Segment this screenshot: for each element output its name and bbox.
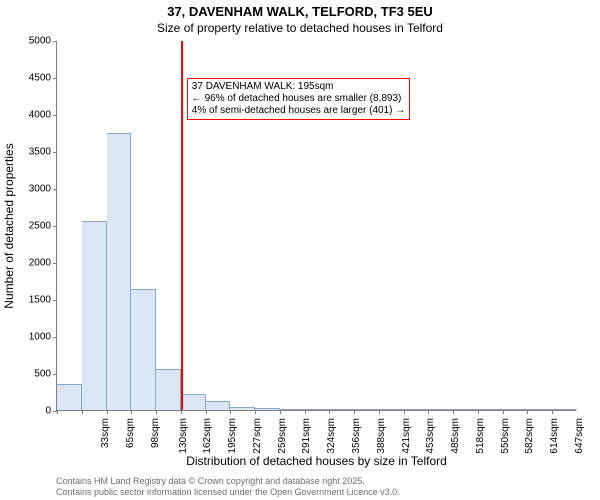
y-tick (53, 374, 57, 375)
x-tick-label: 453sqm (425, 418, 436, 454)
x-tick-label: 98sqm (150, 418, 161, 448)
y-tick-label: 0 (17, 406, 51, 417)
x-tick (478, 410, 479, 414)
x-tick-label: 518sqm (475, 418, 486, 454)
x-tick-label: 195sqm (227, 418, 238, 454)
y-tick (53, 41, 57, 42)
histogram-bar (156, 369, 181, 410)
y-tick-label: 1500 (17, 295, 51, 306)
footer-line-1: Contains HM Land Registry data © Crown c… (56, 476, 400, 487)
histogram-bar (181, 394, 206, 410)
y-tick-label: 3000 (17, 184, 51, 195)
histogram-bar (57, 384, 82, 410)
x-axis-label: Distribution of detached houses by size … (186, 454, 447, 468)
annotation-line: 4% of semi-detached houses are larger (4… (192, 105, 405, 117)
histogram-bar (428, 409, 453, 410)
histogram-bar (354, 409, 379, 410)
histogram-bar (280, 409, 305, 410)
y-tick (53, 263, 57, 264)
y-tick (53, 226, 57, 227)
histogram-bar (107, 133, 132, 411)
x-tick (206, 410, 207, 414)
x-tick (280, 410, 281, 414)
marker-line (181, 41, 183, 410)
x-tick-label: 647sqm (574, 418, 585, 454)
x-tick-label: 550sqm (499, 418, 510, 454)
x-tick-label: 421sqm (400, 418, 411, 454)
x-tick-label: 259sqm (276, 418, 287, 454)
x-tick (107, 410, 108, 414)
y-tick-label: 1000 (17, 332, 51, 343)
x-tick (57, 410, 58, 414)
x-tick-label: 227sqm (252, 418, 263, 454)
y-tick (53, 78, 57, 79)
footer-line-2: Contains public sector information licen… (56, 487, 400, 498)
histogram-bar (478, 409, 503, 410)
histogram-bar (552, 409, 577, 410)
x-tick-label: 582sqm (524, 418, 535, 454)
x-tick (453, 410, 454, 414)
histogram-bar (453, 409, 478, 410)
x-tick-label: 291sqm (301, 418, 312, 454)
x-tick-label: 324sqm (326, 418, 337, 454)
x-tick-label: 162sqm (202, 418, 213, 454)
x-tick (404, 410, 405, 414)
y-tick (53, 115, 57, 116)
chart-subtitle: Size of property relative to detached ho… (0, 21, 600, 35)
title-block: 37, DAVENHAM WALK, TELFORD, TF3 5EU Size… (0, 0, 600, 35)
x-tick (503, 410, 504, 414)
y-tick-label: 2000 (17, 258, 51, 269)
chart-plot-area: Number of detached properties Distributi… (56, 41, 576, 411)
x-tick (156, 410, 157, 414)
x-tick (82, 410, 83, 414)
histogram-bar (206, 401, 231, 410)
histogram-bar (131, 289, 156, 410)
x-tick-label: 33sqm (100, 418, 111, 448)
histogram-bar (255, 408, 280, 410)
x-tick-label: 388sqm (376, 418, 387, 454)
x-tick (552, 410, 553, 414)
x-tick (181, 410, 182, 414)
x-tick-label: 356sqm (351, 418, 362, 454)
y-tick (53, 189, 57, 190)
annotation-box: 37 DAVENHAM WALK: 195sqm← 96% of detache… (187, 78, 410, 120)
x-tick (428, 410, 429, 414)
histogram-bar (527, 409, 552, 410)
chart-title: 37, DAVENHAM WALK, TELFORD, TF3 5EU (0, 4, 600, 19)
y-tick-label: 4500 (17, 73, 51, 84)
x-tick-label: 65sqm (125, 418, 136, 448)
footer-attribution: Contains HM Land Registry data © Crown c… (56, 476, 400, 498)
x-tick-label: 485sqm (450, 418, 461, 454)
x-tick (230, 410, 231, 414)
x-tick (131, 410, 132, 414)
x-tick (354, 410, 355, 414)
x-tick-label: 130sqm (177, 418, 188, 454)
y-tick-label: 500 (17, 369, 51, 380)
x-tick (305, 410, 306, 414)
y-tick-label: 3500 (17, 147, 51, 158)
histogram-bar (82, 221, 107, 410)
histogram-bar (503, 409, 528, 410)
y-tick-label: 4000 (17, 110, 51, 121)
y-tick (53, 337, 57, 338)
annotation-line: ← 96% of detached houses are smaller (8,… (192, 93, 405, 105)
histogram-bar (404, 409, 429, 410)
x-tick (527, 410, 528, 414)
y-axis-label: Number of detached properties (2, 143, 16, 308)
y-tick-label: 2500 (17, 221, 51, 232)
histogram-bar (379, 409, 404, 410)
histogram-bar (305, 409, 330, 410)
y-tick (53, 300, 57, 301)
x-tick-label: 614sqm (549, 418, 560, 454)
annotation-line: 37 DAVENHAM WALK: 195sqm (192, 81, 405, 93)
histogram-bar (329, 409, 354, 410)
y-tick-label: 5000 (17, 36, 51, 47)
histogram-bar (230, 407, 255, 410)
x-tick (329, 410, 330, 414)
x-tick (255, 410, 256, 414)
y-tick (53, 152, 57, 153)
x-tick (379, 410, 380, 414)
